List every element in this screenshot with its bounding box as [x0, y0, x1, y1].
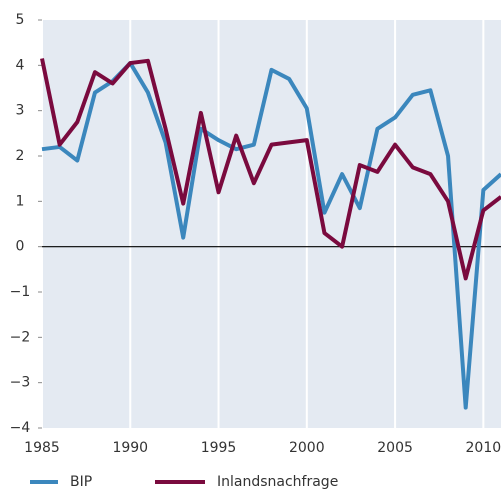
legend-label: BIP — [70, 474, 92, 490]
series-line — [40, 58, 501, 281]
plot-background — [42, 20, 501, 428]
y-tick-label: 2 — [16, 148, 25, 164]
x-tick-label: 2005 — [377, 440, 413, 456]
x-tick-label: 2010 — [466, 440, 501, 456]
y-tick-label: −2 — [10, 329, 31, 345]
y-tick-label: 0 — [16, 239, 25, 255]
y-tick-label: 5 — [16, 12, 25, 28]
x-tick-label: 1990 — [112, 440, 148, 456]
legend-label: Inlandsnachfrage — [217, 474, 338, 490]
y-tick-label: 4 — [16, 57, 25, 73]
y-tick-label: −3 — [10, 375, 31, 391]
x-tick-label: 1985 — [24, 440, 60, 456]
y-tick-label: −4 — [10, 420, 31, 436]
y-tick-label: 3 — [16, 103, 25, 119]
y-tick-label: 1 — [16, 193, 25, 209]
y-tick-label: −1 — [10, 284, 31, 300]
x-tick-label: 2000 — [289, 440, 325, 456]
x-tick-label: 1995 — [201, 440, 237, 456]
